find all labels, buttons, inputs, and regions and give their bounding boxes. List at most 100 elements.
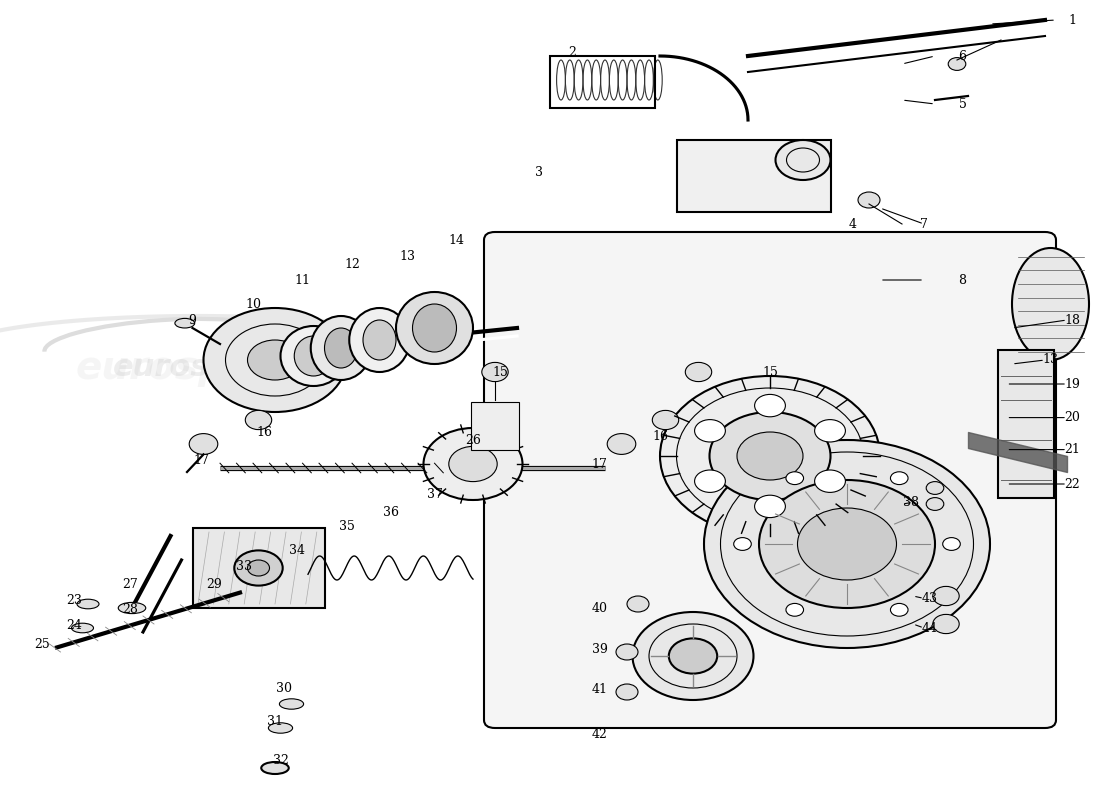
Text: 7: 7 [920,218,928,230]
Text: 16: 16 [652,430,668,442]
Circle shape [189,434,218,454]
Ellipse shape [280,326,346,386]
Text: 34: 34 [289,544,305,557]
Text: 27: 27 [122,578,138,590]
Circle shape [734,538,751,550]
Circle shape [815,470,846,492]
Text: 38: 38 [903,496,918,509]
Circle shape [616,684,638,700]
Ellipse shape [279,699,304,709]
Ellipse shape [262,762,288,774]
Circle shape [798,508,896,580]
Text: 1: 1 [1068,14,1077,26]
Text: 13: 13 [399,250,415,262]
Text: 36: 36 [383,506,398,518]
Circle shape [482,362,508,382]
Text: 21: 21 [1065,443,1080,456]
Text: 12: 12 [344,258,360,270]
Circle shape [652,410,679,430]
Ellipse shape [77,599,99,609]
Bar [550,56,654,108]
Ellipse shape [1012,248,1089,360]
Text: 2: 2 [568,46,576,58]
Text: 13: 13 [1043,354,1058,366]
Text: 26: 26 [465,434,481,446]
Circle shape [710,412,830,500]
Circle shape [660,376,880,536]
Text: 39: 39 [592,643,607,656]
Text: 25: 25 [34,638,50,650]
Circle shape [616,644,638,660]
Ellipse shape [310,316,372,380]
Text: eurospares: eurospares [596,522,790,550]
Ellipse shape [396,292,473,364]
Circle shape [943,538,960,550]
Text: 42: 42 [592,728,607,741]
Circle shape [755,394,785,417]
Text: 17: 17 [194,454,209,466]
Text: 16: 16 [256,426,272,438]
Circle shape [933,586,959,606]
Text: 15: 15 [762,366,778,378]
Circle shape [815,419,846,442]
Circle shape [632,612,754,700]
Ellipse shape [324,328,358,368]
Circle shape [694,470,725,492]
Text: 6: 6 [958,50,967,62]
Circle shape [204,308,346,412]
Text: 10: 10 [245,298,261,310]
Circle shape [245,410,272,430]
Text: 20: 20 [1065,411,1080,424]
Text: eurospares: eurospares [559,517,805,555]
Circle shape [776,140,830,180]
Text: 41: 41 [592,683,607,696]
Circle shape [858,192,880,208]
Ellipse shape [72,623,94,633]
Circle shape [694,419,725,442]
Text: 44: 44 [922,622,937,634]
Ellipse shape [175,318,195,328]
Circle shape [449,446,497,482]
Circle shape [607,434,636,454]
Text: 30: 30 [276,682,292,694]
Ellipse shape [363,320,396,360]
FancyBboxPatch shape [192,528,324,608]
Circle shape [891,472,909,485]
Text: 5: 5 [958,98,967,110]
Text: 15: 15 [493,366,508,378]
Text: 4: 4 [848,218,857,230]
Ellipse shape [295,336,332,376]
Text: 18: 18 [1065,314,1080,326]
Ellipse shape [119,602,145,614]
FancyBboxPatch shape [676,140,830,212]
FancyBboxPatch shape [471,402,519,450]
Circle shape [627,596,649,612]
Text: 11: 11 [295,274,310,286]
Text: 22: 22 [1065,478,1080,490]
FancyBboxPatch shape [484,232,1056,728]
Ellipse shape [349,308,409,372]
Text: 23: 23 [66,594,81,606]
Text: 19: 19 [1065,378,1080,390]
Text: 3: 3 [535,166,543,178]
Text: 8: 8 [958,274,967,286]
Circle shape [755,495,785,518]
Text: 29: 29 [207,578,222,590]
Ellipse shape [268,723,293,733]
Text: 37: 37 [427,488,442,501]
Circle shape [234,550,283,586]
Circle shape [785,603,803,616]
Text: 31: 31 [267,715,283,728]
Text: eurospares: eurospares [112,354,306,382]
Circle shape [704,440,990,648]
Text: 33: 33 [236,560,252,573]
Text: 14: 14 [449,234,464,246]
Circle shape [685,362,712,382]
Circle shape [926,498,944,510]
Circle shape [248,340,302,380]
Text: 28: 28 [122,603,138,616]
FancyBboxPatch shape [998,350,1054,498]
Circle shape [759,480,935,608]
Circle shape [737,432,803,480]
Ellipse shape [412,304,456,352]
